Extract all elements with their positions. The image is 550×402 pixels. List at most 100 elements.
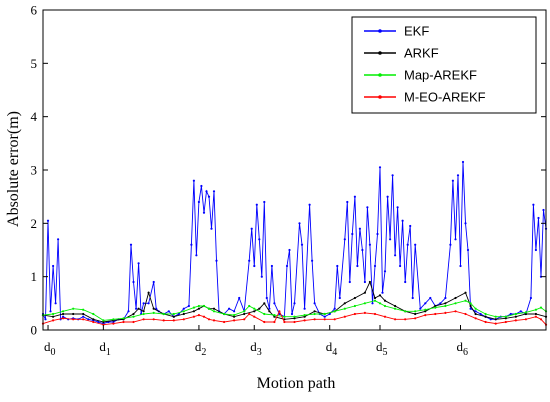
data-point: [202, 304, 206, 308]
data-point: [285, 264, 289, 268]
data-point: [137, 262, 140, 265]
data-point: [258, 307, 261, 310]
data-point: [454, 302, 457, 305]
data-point: [238, 296, 241, 300]
data-point: [243, 310, 246, 313]
data-point: [542, 208, 545, 212]
data-point: [233, 319, 236, 322]
data-point: [52, 315, 55, 318]
y-tick-label: 2: [31, 216, 38, 231]
data-point: [44, 318, 47, 321]
data-point: [223, 312, 226, 316]
data-point: [303, 319, 306, 322]
data-point: [129, 243, 133, 246]
data-point: [333, 307, 336, 310]
data-point: [534, 248, 538, 252]
data-point: [303, 315, 306, 318]
data-point: [394, 307, 397, 310]
data-point: [484, 315, 487, 318]
data-point: [464, 291, 467, 294]
data-point: [197, 304, 200, 308]
data-point: [383, 299, 387, 302]
data-point: [424, 308, 427, 311]
data-point: [293, 315, 296, 318]
data-point: [353, 195, 356, 198]
legend-label: M-EO-AREKF: [404, 90, 486, 105]
data-point: [92, 320, 95, 324]
data-point: [439, 302, 442, 305]
series-line: [42, 280, 547, 323]
data-point: [207, 318, 211, 321]
data-point: [270, 264, 273, 268]
data-point: [212, 319, 216, 322]
data-point: [353, 304, 356, 308]
data-point: [195, 254, 198, 257]
data-point: [363, 291, 366, 294]
data-point: [298, 222, 301, 225]
y-tick-label: 0: [31, 323, 38, 338]
data-point: [102, 320, 105, 324]
data-point: [524, 312, 528, 316]
data-point: [283, 320, 286, 324]
data-point: [52, 312, 55, 316]
data-point: [484, 312, 487, 316]
data-point: [469, 304, 472, 308]
data-point: [449, 243, 452, 246]
data-point: [519, 310, 522, 313]
data-point: [353, 312, 356, 316]
data-point: [524, 311, 528, 314]
data-point: [338, 296, 341, 300]
data-point: [399, 264, 402, 268]
data-point: [207, 195, 211, 198]
data-point: [376, 232, 379, 236]
data-point: [172, 315, 175, 318]
data-point: [273, 314, 276, 317]
data-point: [182, 318, 185, 321]
data-point: [368, 280, 371, 284]
data-point: [212, 190, 216, 193]
data-point: [381, 291, 384, 294]
data-point: [391, 174, 394, 177]
x-axis-title: Motion path: [257, 375, 336, 392]
data-point: [539, 318, 543, 321]
data-point: [182, 307, 185, 310]
data-point: [162, 319, 165, 322]
data-point: [152, 307, 155, 310]
data-point: [228, 307, 231, 310]
data-point: [62, 312, 65, 316]
data-point: [200, 184, 203, 188]
legend-entry: EKF: [364, 24, 429, 39]
data-point: [479, 312, 482, 316]
data-point: [255, 203, 258, 206]
data-point: [49, 310, 52, 313]
series-line: [42, 161, 547, 325]
data-point: [142, 310, 145, 313]
data-point: [328, 312, 331, 316]
data-point: [127, 310, 130, 313]
data-point: [172, 312, 175, 316]
x-tick-label: d1: [99, 339, 111, 358]
data-point: [444, 296, 447, 300]
data-point: [243, 318, 246, 321]
data-point: [263, 302, 266, 305]
data-point: [323, 315, 326, 318]
data-point: [293, 320, 296, 324]
data-point: [92, 318, 95, 321]
data-point: [152, 311, 155, 314]
legend-marker: [378, 95, 382, 99]
data-point: [62, 310, 65, 313]
y-tick-label: 4: [31, 109, 38, 124]
data-point: [207, 307, 211, 310]
data-point: [489, 318, 492, 321]
data-point: [142, 312, 145, 316]
data-point: [142, 302, 145, 305]
data-point: [394, 304, 397, 308]
data-point: [464, 222, 467, 225]
data-point: [464, 312, 467, 316]
data-point: [162, 312, 165, 316]
data-point: [414, 317, 417, 320]
data-point: [197, 314, 200, 317]
data-point: [351, 232, 354, 236]
axes: 0 1 2 3 4 5 6 d0 d1 d2 d3 d4 d5 d6: [31, 3, 547, 358]
data-point: [514, 312, 517, 316]
